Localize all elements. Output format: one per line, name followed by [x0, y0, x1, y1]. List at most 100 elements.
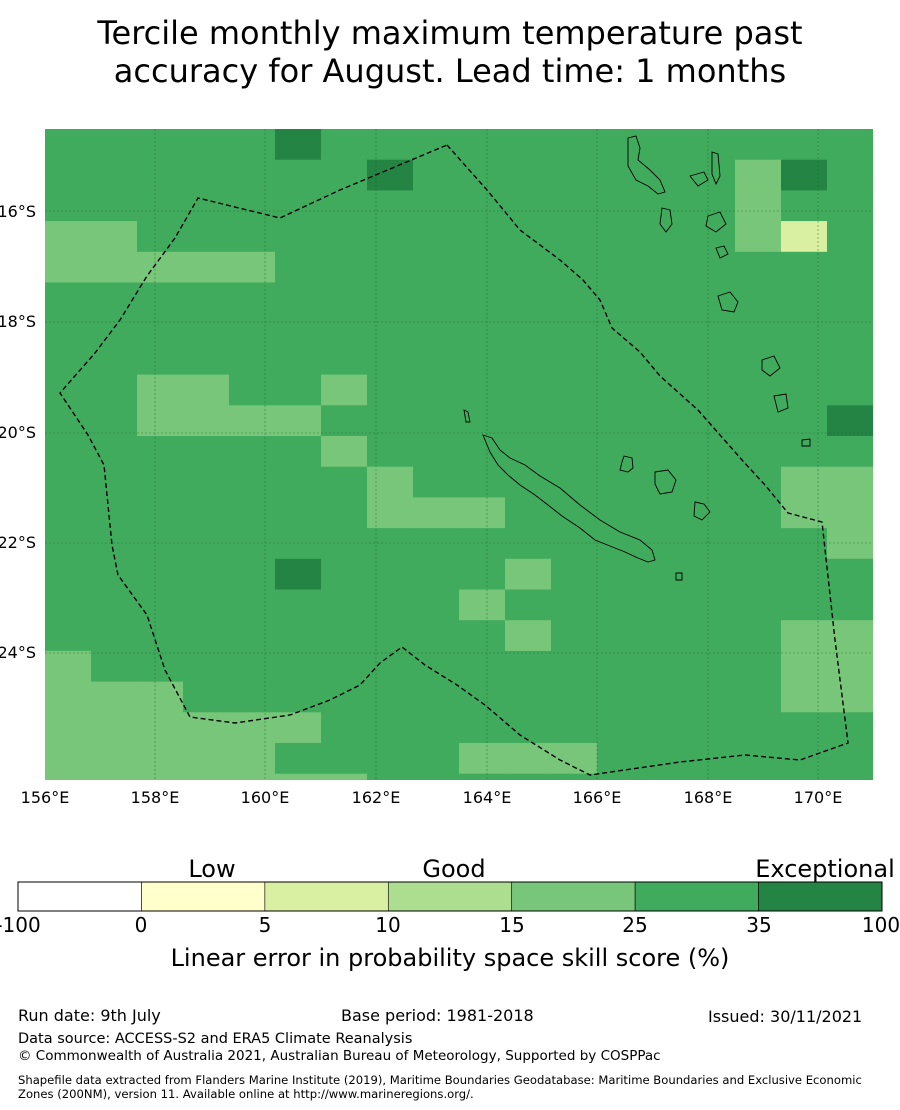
skill-cell — [689, 313, 736, 345]
colorbar-tick-label: 25 — [622, 913, 647, 937]
colorbar-segment — [511, 881, 636, 912]
skill-cell — [275, 712, 322, 744]
skill-cell — [183, 712, 230, 744]
skill-cell — [827, 405, 873, 437]
skill-cell — [367, 773, 414, 780]
shapefile-credit: Shapefile data extracted from Flanders M… — [18, 1073, 898, 1101]
skill-cell — [643, 374, 690, 406]
colorbar-tick-label: 35 — [746, 913, 771, 937]
skill-cell — [873, 160, 900, 191]
skill-cell — [781, 681, 828, 713]
skill-cell — [183, 558, 230, 591]
skill-cell — [735, 712, 782, 744]
skill-cell — [827, 129, 873, 161]
skill-cell — [45, 620, 92, 652]
skill-cell — [91, 558, 138, 591]
lon-tick-label: 160°E — [241, 788, 290, 807]
skill-cell — [735, 528, 782, 560]
skill-cell — [413, 712, 460, 744]
skill-cell — [643, 681, 690, 713]
skill-cell — [45, 712, 92, 744]
loyalty-island-2 — [654, 469, 677, 495]
skill-cell — [781, 712, 828, 744]
skill-cell — [689, 681, 736, 713]
skill-cell — [229, 650, 276, 683]
skill-cell — [827, 773, 873, 780]
skill-cell — [367, 558, 414, 591]
vanuatu-santo — [627, 135, 666, 195]
skill-cell — [321, 405, 368, 437]
skill-cell — [643, 282, 690, 314]
skill-cell — [321, 773, 368, 780]
skill-cell — [781, 405, 828, 437]
skill-cell — [459, 282, 506, 314]
skill-cell — [689, 743, 736, 775]
skill-cell — [597, 650, 644, 683]
skill-cell — [367, 589, 414, 621]
skill-cell — [137, 374, 184, 406]
small-island-3 — [463, 409, 471, 423]
skill-cell — [551, 650, 598, 683]
skill-cell — [367, 712, 414, 744]
skill-cell — [367, 159, 414, 191]
skill-cell — [229, 282, 276, 314]
skill-cell — [137, 681, 184, 713]
skill-cell — [367, 343, 414, 376]
skill-cell — [781, 528, 828, 560]
lat-tick-label: 20°S — [0, 423, 36, 442]
skill-cell — [91, 528, 138, 560]
skill-cell — [367, 129, 414, 161]
skill-cell — [505, 650, 552, 683]
skill-cell — [505, 251, 552, 284]
skill-cell — [551, 405, 598, 437]
skill-cell — [367, 282, 414, 314]
skill-cell — [735, 681, 782, 713]
skill-cell — [137, 558, 184, 591]
skill-cell — [91, 159, 138, 191]
skill-cell — [689, 466, 736, 498]
skill-cell — [735, 558, 782, 591]
skill-cell — [229, 129, 276, 161]
skill-cell — [45, 436, 92, 468]
skill-cell — [781, 589, 828, 621]
colorbar-tick-label: 100 — [862, 913, 900, 937]
skill-cell — [781, 620, 828, 652]
skill-cell — [827, 190, 873, 222]
skill-cell — [459, 620, 506, 652]
skill-cell — [367, 190, 414, 222]
skill-cell — [413, 313, 460, 345]
skill-cell — [275, 773, 322, 780]
skill-cell — [91, 405, 138, 437]
skill-cell — [781, 374, 828, 406]
skill-cell — [505, 159, 552, 191]
skill-cell — [459, 743, 506, 775]
skill-cell — [91, 650, 138, 683]
lon-tick-label: 162°E — [352, 788, 401, 807]
skill-cell — [505, 313, 552, 345]
skill-cell — [413, 405, 460, 437]
skill-cell — [597, 221, 644, 253]
skill-cell — [321, 558, 368, 591]
skill-cell — [781, 221, 828, 253]
skill-cell — [137, 282, 184, 314]
skill-cell — [91, 773, 138, 780]
skill-cell — [551, 436, 598, 468]
lon-tick-label: 170°E — [794, 788, 843, 807]
skill-cell — [643, 773, 690, 780]
skill-cell — [367, 497, 414, 529]
skill-cell — [643, 251, 690, 284]
skill-cell — [321, 374, 368, 406]
skill-cell — [505, 190, 552, 222]
skill-cell — [137, 343, 184, 376]
skill-cell — [183, 773, 230, 780]
skill-cell — [321, 466, 368, 498]
skill-cell — [505, 343, 552, 376]
skill-cell — [551, 681, 598, 713]
skill-cell — [45, 313, 92, 345]
skill-cell — [229, 773, 276, 780]
colorbar-tick-label: 15 — [499, 913, 524, 937]
skill-cell — [137, 190, 184, 222]
skill-cell — [873, 497, 900, 528]
skill-cell — [413, 620, 460, 652]
skill-cell — [91, 712, 138, 744]
